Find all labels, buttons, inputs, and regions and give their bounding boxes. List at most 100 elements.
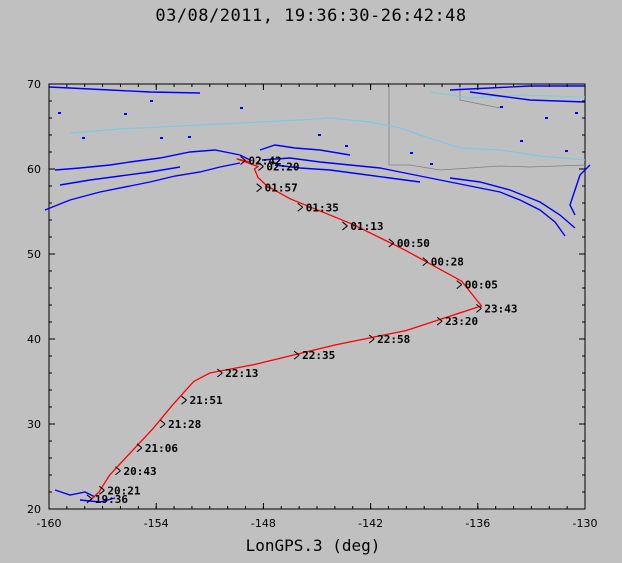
axes: -160 -154 -148 -142 -136 -130 20 30 40 50 60 70 xyxy=(27,78,597,530)
time-marker xyxy=(342,225,348,231)
time-marker xyxy=(297,202,304,208)
time-marker xyxy=(456,284,463,289)
island-mark xyxy=(124,113,127,115)
coastline-path xyxy=(54,489,96,498)
time-label: 02:20 xyxy=(266,160,299,173)
time-marker xyxy=(258,162,264,167)
time-marker xyxy=(86,494,93,500)
time-marker xyxy=(436,320,443,326)
time-label: 01:13 xyxy=(350,220,383,233)
time-marker xyxy=(159,419,166,425)
time-marker xyxy=(216,372,223,378)
map-coastlines xyxy=(44,84,591,503)
time-marker xyxy=(342,221,348,227)
coastline-path xyxy=(79,497,116,503)
coastline-path xyxy=(59,166,181,186)
time-marker xyxy=(240,160,246,165)
y-tick-label: 70 xyxy=(27,78,41,91)
time-marker xyxy=(216,368,223,374)
time-marker xyxy=(181,395,187,401)
coastline-path xyxy=(54,149,251,171)
x-tick-label: -142 xyxy=(358,517,383,530)
island-mark xyxy=(240,107,243,109)
island-mark xyxy=(565,150,568,152)
island-mark xyxy=(58,112,61,114)
island-mark xyxy=(430,163,433,165)
time-label: 23:43 xyxy=(484,302,517,315)
time-label: 20:43 xyxy=(123,465,156,478)
river-line xyxy=(69,117,586,161)
plot-frame xyxy=(48,83,586,510)
time-marker xyxy=(136,447,143,453)
time-label: 20:21 xyxy=(107,484,140,497)
time-marker xyxy=(115,466,121,472)
time-marker xyxy=(436,316,443,322)
coastline-path xyxy=(48,86,201,94)
time-marker xyxy=(99,485,105,491)
time-marker xyxy=(181,399,187,405)
coastline-path xyxy=(469,91,586,103)
time-label: 01:35 xyxy=(306,201,339,214)
time-label: 00:28 xyxy=(431,256,464,269)
time-marker xyxy=(86,498,93,504)
x-axis-label: LonGPS.3 (deg) xyxy=(245,536,381,555)
island-mark xyxy=(150,100,153,102)
coastline-path xyxy=(449,177,576,229)
x-tick-label: -154 xyxy=(144,517,169,530)
coastline-path xyxy=(569,164,591,216)
time-marker xyxy=(159,423,166,429)
x-tick-label: -160 xyxy=(37,517,62,530)
coastline-path xyxy=(259,144,351,156)
island-mark xyxy=(82,137,85,139)
coastline-path xyxy=(449,85,585,91)
time-label: 19:36 xyxy=(95,493,128,506)
y-tick-label: 50 xyxy=(27,248,41,261)
y-tick-label: 30 xyxy=(27,418,41,431)
time-label: 21:28 xyxy=(168,418,201,431)
time-marker xyxy=(99,489,105,495)
y-tick-label: 40 xyxy=(27,333,41,346)
time-marker xyxy=(115,470,121,476)
time-marker xyxy=(422,257,429,263)
plot-area xyxy=(48,83,586,510)
chart-title: 03/08/2011, 19:36:30-26:42:48 xyxy=(155,6,467,26)
series-line xyxy=(89,158,483,501)
coastline-path xyxy=(261,157,566,237)
x-tick-label: -148 xyxy=(251,517,276,530)
time-label: 23:20 xyxy=(445,315,478,328)
time-marker xyxy=(293,350,300,356)
time-marker xyxy=(388,238,395,244)
time-marker xyxy=(136,443,143,449)
island-mark xyxy=(545,117,548,119)
island-mark xyxy=(160,137,163,139)
island-mark xyxy=(520,140,523,142)
time-label: 22:35 xyxy=(302,349,335,362)
y-tick-label: 60 xyxy=(27,163,41,176)
time-label: 00:50 xyxy=(397,237,430,250)
time-marker xyxy=(388,242,395,248)
x-tick-label: -136 xyxy=(465,517,490,530)
time-label: 01:57 xyxy=(265,182,298,195)
flight-track xyxy=(89,158,483,501)
time-marker xyxy=(476,304,482,309)
time-label: 22:13 xyxy=(225,367,258,380)
y-tick-label: 20 xyxy=(27,503,41,516)
time-marker xyxy=(422,261,429,267)
time-label: 02:42 xyxy=(249,155,282,168)
island-mark xyxy=(500,106,503,108)
island-mark xyxy=(410,152,413,154)
river-line xyxy=(429,91,586,99)
x-tick-label: -130 xyxy=(573,517,598,530)
time-marker xyxy=(240,156,246,161)
time-marker xyxy=(256,187,262,193)
time-marker xyxy=(297,206,304,212)
border-line xyxy=(388,84,586,171)
time-marker xyxy=(293,354,300,360)
time-label: 21:51 xyxy=(190,394,223,407)
time-label: 00:05 xyxy=(465,279,498,292)
time-marker xyxy=(368,334,375,340)
island-mark xyxy=(345,145,348,147)
island-mark xyxy=(575,112,578,114)
